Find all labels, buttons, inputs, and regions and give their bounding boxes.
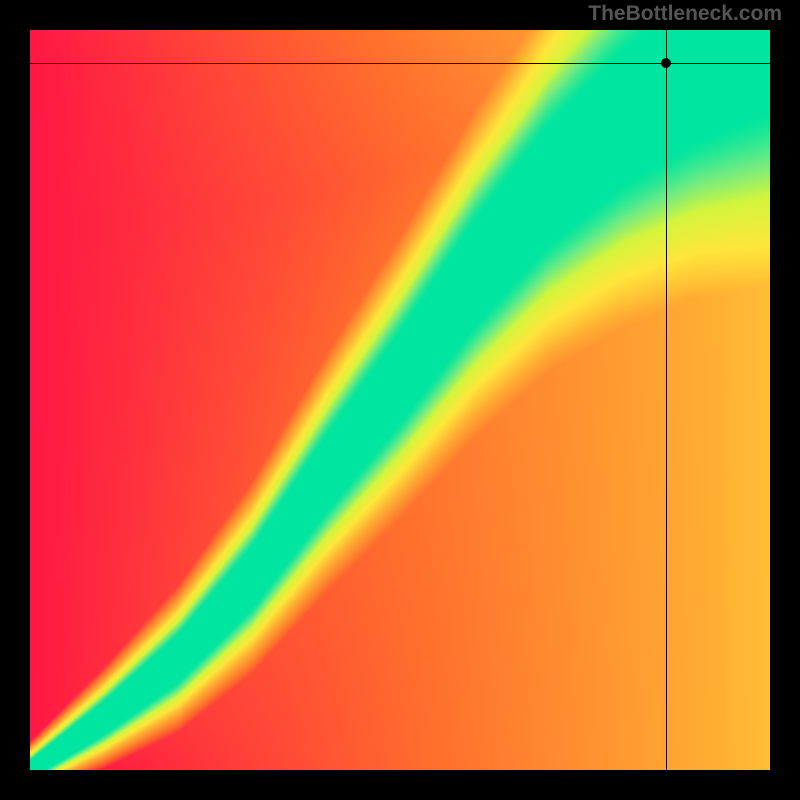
chart-container: TheBottleneck.com: [0, 0, 800, 800]
plot-area: [30, 30, 770, 770]
crosshair-horizontal: [30, 63, 770, 64]
crosshair-vertical: [666, 30, 667, 770]
watermark-text: TheBottleneck.com: [588, 2, 782, 26]
crosshair-dot: [661, 58, 671, 68]
heatmap-canvas: [30, 30, 770, 770]
